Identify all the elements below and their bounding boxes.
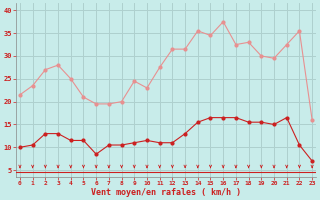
X-axis label: Vent moyen/en rafales ( km/h ): Vent moyen/en rafales ( km/h ) xyxy=(91,188,241,197)
